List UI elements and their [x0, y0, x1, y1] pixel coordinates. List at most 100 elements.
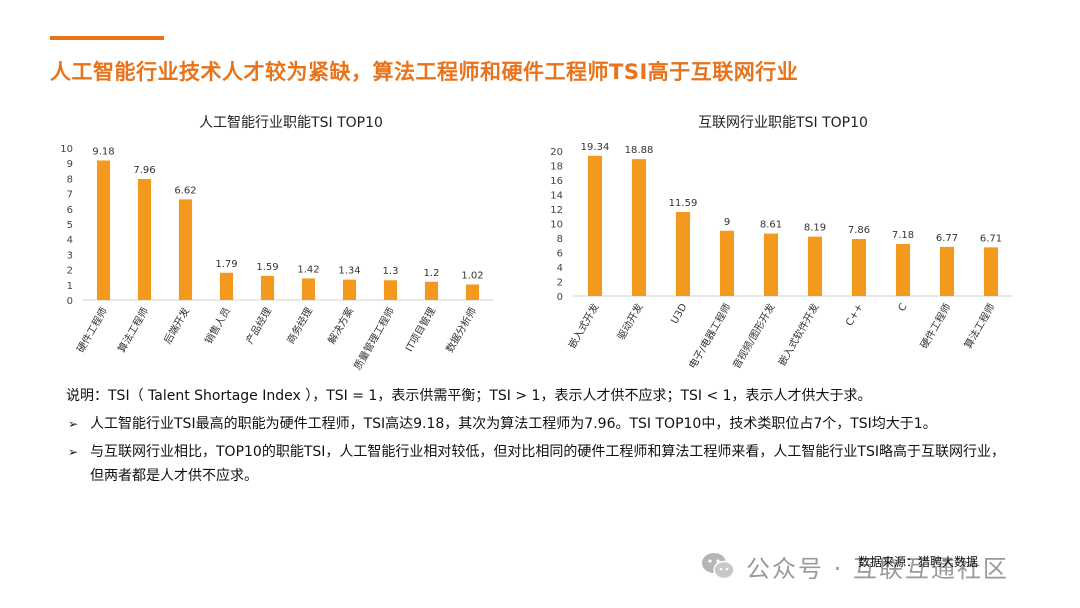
- y-tick-label: 2: [557, 278, 563, 289]
- chart-title: 人工智能行业职能TSI TOP10: [199, 115, 383, 131]
- bar: [137, 179, 152, 300]
- bar-value-label: 1.59: [256, 262, 278, 273]
- bar: [383, 280, 398, 300]
- y-tick-label: 6: [557, 249, 563, 260]
- bar: [219, 272, 234, 300]
- arrow-bullet-icon: ➢: [68, 417, 79, 431]
- y-tick-label: 3: [67, 250, 73, 261]
- y-tick-label: 5: [67, 220, 73, 231]
- y-tick-label: 1: [67, 281, 73, 292]
- watermark-text: 公众号 · 互联互通社区: [746, 554, 1009, 583]
- bar: [631, 159, 647, 296]
- y-tick-label: 2: [67, 266, 73, 277]
- x-category-label: 嵌入式软件开发: [775, 301, 821, 368]
- bar-value-label: 1.79: [215, 259, 237, 270]
- x-category-label: 后端开发: [161, 305, 192, 346]
- tsi-definition: 说明：TSI（ Talent Shortage Index ），TSI = 1，…: [66, 388, 872, 404]
- y-tick-label: 0: [557, 292, 563, 303]
- notes-section: 说明：TSI（ Talent Shortage Index ），TSI = 1，…: [66, 384, 1006, 488]
- y-tick-label: 4: [67, 235, 73, 246]
- chart-title: 互联网行业职能TSI TOP10: [698, 115, 868, 131]
- bar: [260, 275, 275, 300]
- y-tick-label: 6: [67, 205, 73, 216]
- bar-value-label: 6.62: [174, 185, 196, 196]
- y-tick-label: 14: [550, 191, 563, 202]
- bar: [719, 230, 735, 296]
- bar-value-label: 7.86: [848, 225, 870, 236]
- x-category-label: 嵌入式开发: [565, 301, 601, 351]
- bar-value-label: 1.2: [424, 268, 440, 279]
- y-tick-label: 10: [550, 220, 563, 231]
- y-tick-label: 20: [550, 147, 563, 158]
- x-category-label: 数据分析师: [443, 305, 479, 355]
- x-category-label: 音视频/图形开发: [730, 301, 778, 371]
- y-tick-label: 8: [67, 174, 73, 185]
- x-category-label: C++: [844, 302, 865, 328]
- arrow-bullet-icon: ➢: [68, 445, 79, 459]
- bar-value-label: 9: [724, 217, 730, 228]
- note-bullet-1-text: 人工智能行业TSI最高的职能为硬件工程师，TSI高达9.18，其次为算法工程师为…: [90, 416, 937, 432]
- x-category-label: 硬件工程师: [74, 305, 110, 355]
- bar: [465, 284, 480, 300]
- x-category-label: 商务经理: [284, 305, 315, 346]
- bar: [96, 160, 111, 300]
- note-bullet-2-text: 与互联网行业相比，TOP10的职能TSI，人工智能行业相对较低，但对比相同的硬件…: [90, 444, 1005, 484]
- x-category-label: C: [897, 302, 910, 314]
- bar-value-label: 8.19: [804, 223, 826, 234]
- bar: [851, 239, 867, 296]
- x-category-label: 解决方案: [325, 305, 356, 346]
- y-tick-label: 18: [550, 162, 563, 173]
- y-tick-label: 10: [60, 144, 73, 155]
- note-bullet-1: ➢ 人工智能行业TSI最高的职能为硬件工程师，TSI高达9.18，其次为算法工程…: [66, 412, 1006, 436]
- bar: [983, 247, 999, 296]
- x-category-label: 算法工程师: [115, 305, 151, 355]
- bar-value-label: 9.18: [92, 146, 114, 157]
- bar-value-label: 8.61: [760, 220, 782, 231]
- bar-value-label: 1.34: [338, 266, 360, 277]
- bar: [763, 233, 779, 296]
- wechat-icon: [702, 553, 735, 580]
- x-category-label: 电子/电器工程师: [686, 301, 734, 371]
- x-category-label: 驱动开发: [614, 301, 645, 342]
- y-tick-label: 7: [67, 190, 73, 201]
- bar: [301, 278, 316, 300]
- bar: [424, 281, 439, 300]
- note-bullet-2: ➢ 与互联网行业相比，TOP10的职能TSI，人工智能行业相对较低，但对比相同的…: [66, 440, 1006, 488]
- bar: [587, 155, 603, 296]
- ai-tsi-chart: 人工智能行业职能TSI TOP10 0 1 2 3 4 5 6 7 8 9 10 9.18 硬件工程师 7.…: [60, 115, 493, 372]
- bar-value-label: 18.88: [625, 145, 654, 156]
- y-tick-label: 8: [557, 234, 563, 245]
- bar-value-label: 1.02: [461, 270, 483, 281]
- bar-value-label: 7.96: [133, 165, 155, 176]
- title-accent-bar: [50, 36, 164, 40]
- bar: [342, 279, 357, 300]
- bar: [939, 246, 955, 296]
- bar-value-label: 6.71: [980, 233, 1002, 244]
- bar-value-label: 1.3: [383, 266, 399, 277]
- bar-value-label: 11.59: [669, 198, 698, 209]
- bar-value-label: 7.18: [892, 230, 914, 241]
- internet-tsi-chart: 互联网行业职能TSI TOP10 0 2 4 6 8 10 12 14 16 18 20 19.34 嵌入…: [550, 115, 1013, 371]
- bar: [178, 199, 193, 300]
- x-category-label: IT项目管理: [402, 305, 438, 354]
- bar-value-label: 6.77: [936, 233, 958, 244]
- x-category-label: 产品经理: [243, 305, 274, 346]
- y-tick-label: 4: [557, 263, 563, 274]
- y-tick-label: 16: [550, 176, 563, 187]
- y-tick-label: 0: [67, 296, 73, 307]
- bar-value-label: 1.42: [297, 264, 319, 275]
- x-category-label: 硬件工程师: [917, 301, 953, 351]
- wechat-watermark: 公众号 · 互联互通社区: [700, 546, 1009, 586]
- bar: [807, 236, 823, 296]
- x-category-label: 算法工程师: [961, 301, 997, 351]
- x-category-label: 销售人员: [202, 305, 233, 346]
- x-category-label: 质量管理工程师: [351, 305, 397, 372]
- y-tick-label: 9: [67, 159, 73, 170]
- bar-value-label: 19.34: [581, 142, 610, 153]
- data-source: 数据来源：猎聘大数据: [858, 555, 979, 569]
- y-tick-label: 12: [550, 205, 563, 216]
- page-title: 人工智能行业技术人才较为紧缺，算法工程师和硬件工程师TSI高于互联网行业: [50, 60, 799, 84]
- bar: [895, 243, 911, 296]
- bar: [675, 211, 691, 296]
- x-category-label: U3D: [669, 302, 689, 326]
